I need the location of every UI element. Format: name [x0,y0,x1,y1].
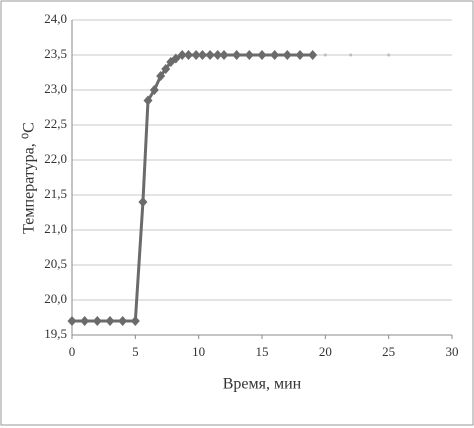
y-tick-label: 24,0 [44,11,67,26]
data-point [257,50,267,60]
data-point [80,316,90,326]
data-point [92,316,102,326]
data-point [219,50,229,60]
x-axis-label: Время, мин [223,376,302,393]
data-point [232,50,242,60]
y-tick-label: 23,5 [44,46,67,61]
y-tick-label: 22,5 [44,116,67,131]
data-point [197,50,207,60]
y-tick-label: 20,0 [44,291,67,306]
data-point [156,71,166,81]
data-point [387,53,391,57]
data-point [171,53,181,64]
x-tick-label: 5 [132,344,139,359]
y-tick-label: 21,5 [44,186,67,201]
data-point [213,50,223,60]
x-tick-label: 20 [319,344,332,359]
y-tick-label: 19,5 [44,326,67,341]
data-point [282,50,292,60]
data-point [205,50,215,60]
y-tick-label: 23,0 [44,81,67,96]
x-tick-label: 25 [382,344,395,359]
data-point [349,53,353,57]
data-point [67,316,77,326]
data-point [105,316,115,326]
data-point [308,50,318,60]
data-point [138,197,148,207]
y-tick-label: 20,5 [44,256,67,271]
data-point [118,316,128,326]
x-tick-label: 30 [446,344,459,359]
y-axis-label: Температура, ⁰С [21,122,38,234]
data-point [149,85,159,95]
data-point [270,50,280,60]
data-point [295,50,305,60]
data-point [130,316,140,326]
data-point [184,50,194,60]
data-point [244,50,254,60]
x-tick-label: 15 [256,344,269,359]
data-point [191,50,201,60]
y-tick-label: 21,0 [44,221,67,236]
data-point [177,50,187,60]
y-tick-label: 22,0 [44,151,67,166]
data-point [143,95,153,106]
data-point [161,64,171,74]
data-point [323,53,327,57]
x-tick-label: 10 [192,344,205,359]
x-tick-label: 0 [69,344,76,359]
